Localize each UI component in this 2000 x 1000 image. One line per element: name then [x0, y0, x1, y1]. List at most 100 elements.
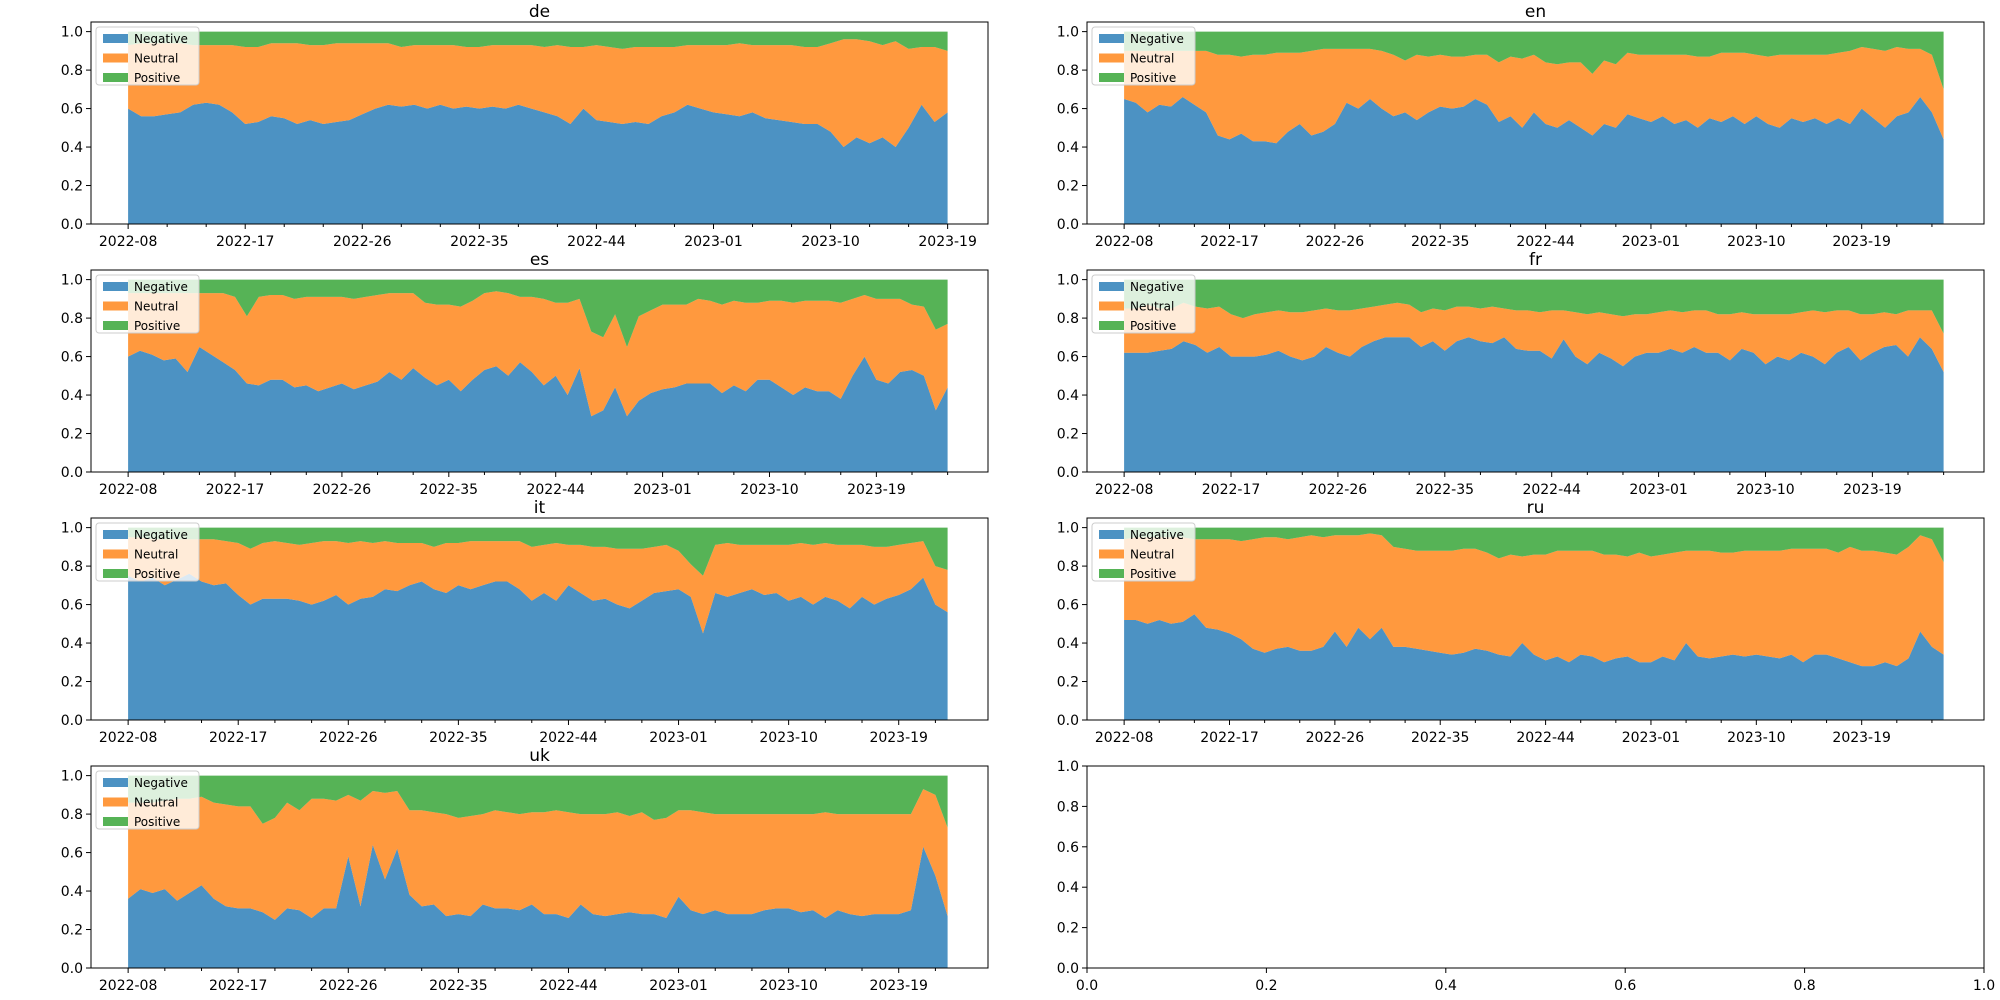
y-tick-label: 1.0 [61, 521, 83, 537]
legend-label-positive: Positive [134, 567, 180, 581]
x-tick-label: 2023-01 [1622, 730, 1681, 746]
subplot-title: uk [529, 746, 550, 766]
x-axis: 2022-08 2022-17 2022-26 2022-35 2022-44 2023-… [99, 720, 936, 746]
plot-frame [1086, 21, 1985, 225]
legend-label-negative: Negative [134, 528, 188, 542]
area-series-neutral [128, 39, 948, 147]
legend-label-negative: Negative [1130, 528, 1184, 542]
area-series-neutral [1124, 47, 1944, 144]
area-series-positive [1124, 527, 1944, 563]
y-tick-label: 0.2 [1057, 675, 1079, 691]
y-tick-label: 0.6 [61, 350, 83, 366]
x-tick-label: 2022-44 [526, 482, 585, 498]
area-series-positive [128, 279, 948, 347]
x-tick-label: 2023-10 [801, 234, 860, 250]
x-tick-label: 2023-01 [684, 234, 743, 250]
x-tick-label: 2022-08 [1095, 234, 1154, 250]
y-axis: 0.0 0.2 0.4 0.6 0.8 1.0 [61, 769, 91, 977]
x-tick-label: 2023-19 [918, 234, 977, 250]
x-tick-label: 2022-08 [99, 234, 158, 250]
x-tick-label: 2022-26 [1306, 234, 1365, 250]
x-tick-label: 2022-17 [1200, 730, 1259, 746]
y-tick-label: 0.4 [1057, 140, 1079, 156]
area-series-positive [128, 527, 948, 576]
y-tick-label: 1.0 [1057, 521, 1079, 537]
area-series-negative [128, 844, 948, 968]
x-tick-label: 2023-19 [869, 978, 928, 994]
y-tick-label: 0.8 [61, 559, 83, 575]
x-tick-label: 2022-17 [209, 730, 268, 746]
x-tick-label: 2022-26 [1309, 482, 1368, 498]
y-axis: 0.0 0.2 0.4 0.6 0.8 1.0 [1057, 25, 1087, 233]
plot-frame [90, 517, 989, 721]
y-tick-label: 0.4 [61, 636, 83, 652]
y-tick-label: 0.8 [61, 311, 83, 327]
x-axis: 2022-08 2022-17 2022-26 2022-35 2022-44 2023-… [99, 224, 977, 250]
y-tick-label: 0.4 [1057, 880, 1079, 896]
plot-frame [1086, 517, 1985, 721]
legend-swatch-positive [103, 817, 128, 826]
legend-swatch-neutral [1099, 549, 1124, 559]
legend-swatch-neutral [103, 549, 128, 559]
y-tick-label: 0.8 [1057, 799, 1079, 815]
legend-label-negative: Negative [134, 32, 188, 46]
x-tick-label: 2023-01 [1622, 234, 1681, 250]
y-tick-label: 0.6 [1057, 350, 1079, 366]
y-tick-label: 0.8 [61, 807, 83, 823]
x-tick-label: 2022-17 [209, 978, 268, 994]
legend-swatch-negative [103, 282, 128, 291]
y-tick-label: 0.2 [1057, 427, 1079, 443]
legend: Negative Neutral Positive [95, 26, 200, 86]
x-tick-label: 2022-08 [1095, 482, 1154, 498]
legend-label-neutral: Neutral [134, 548, 178, 562]
y-axis: 0.0 0.2 0.4 0.6 0.8 1.0 [1057, 759, 1087, 977]
x-tick-label: 0.2 [1255, 978, 1277, 994]
y-tick-label: 0.0 [61, 465, 83, 481]
x-tick-label: 2023-19 [1832, 234, 1891, 250]
legend-swatch-neutral [103, 53, 128, 63]
plot-frame [1086, 765, 1985, 969]
y-tick-label: 0.2 [61, 427, 83, 443]
x-tick-label: 2022-44 [539, 978, 598, 994]
x-tick-label: 2023-10 [759, 978, 818, 994]
legend: Negative Neutral Positive [95, 522, 200, 582]
y-tick-label: 0.2 [1057, 921, 1079, 937]
y-tick-label: 0.2 [1057, 179, 1079, 195]
legend-label-positive: Positive [1130, 319, 1176, 333]
legend-swatch-positive [1099, 569, 1124, 578]
x-tick-label: 2023-19 [1832, 730, 1891, 746]
area-series-negative [128, 102, 948, 224]
legend-label-positive: Positive [1130, 71, 1176, 85]
x-tick-label: 1.0 [1973, 978, 1995, 994]
area-series-neutral [128, 291, 948, 417]
x-tick-label: 2022-08 [99, 978, 158, 994]
area-series-positive [128, 31, 948, 51]
legend-label-positive: Positive [1130, 567, 1176, 581]
area-series-neutral [128, 537, 948, 634]
subplot-title: ru [1527, 498, 1545, 518]
x-tick-label: 2023-01 [633, 482, 692, 498]
y-tick-label: 0.0 [61, 713, 83, 729]
x-axis: 2022-08 2022-17 2022-26 2022-35 2022-44 2023-… [99, 968, 936, 994]
y-tick-label: 0.0 [1057, 465, 1079, 481]
legend-swatch-positive [103, 321, 128, 330]
subplot-title: fr [1529, 250, 1542, 270]
legend-swatch-negative [1099, 282, 1124, 291]
legend-swatch-positive [103, 73, 128, 82]
y-tick-label: 0.0 [61, 217, 83, 233]
y-tick-label: 0.4 [1057, 636, 1079, 652]
x-tick-label: 0.6 [1614, 978, 1636, 994]
x-tick-label: 2022-17 [206, 482, 265, 498]
y-tick-label: 1.0 [1057, 759, 1079, 775]
legend-swatch-negative [103, 778, 128, 787]
y-tick-label: 0.4 [61, 388, 83, 404]
area-series-positive [1124, 31, 1944, 90]
legend: Negative Neutral Positive [1091, 26, 1196, 86]
y-tick-label: 0.6 [1057, 840, 1079, 856]
